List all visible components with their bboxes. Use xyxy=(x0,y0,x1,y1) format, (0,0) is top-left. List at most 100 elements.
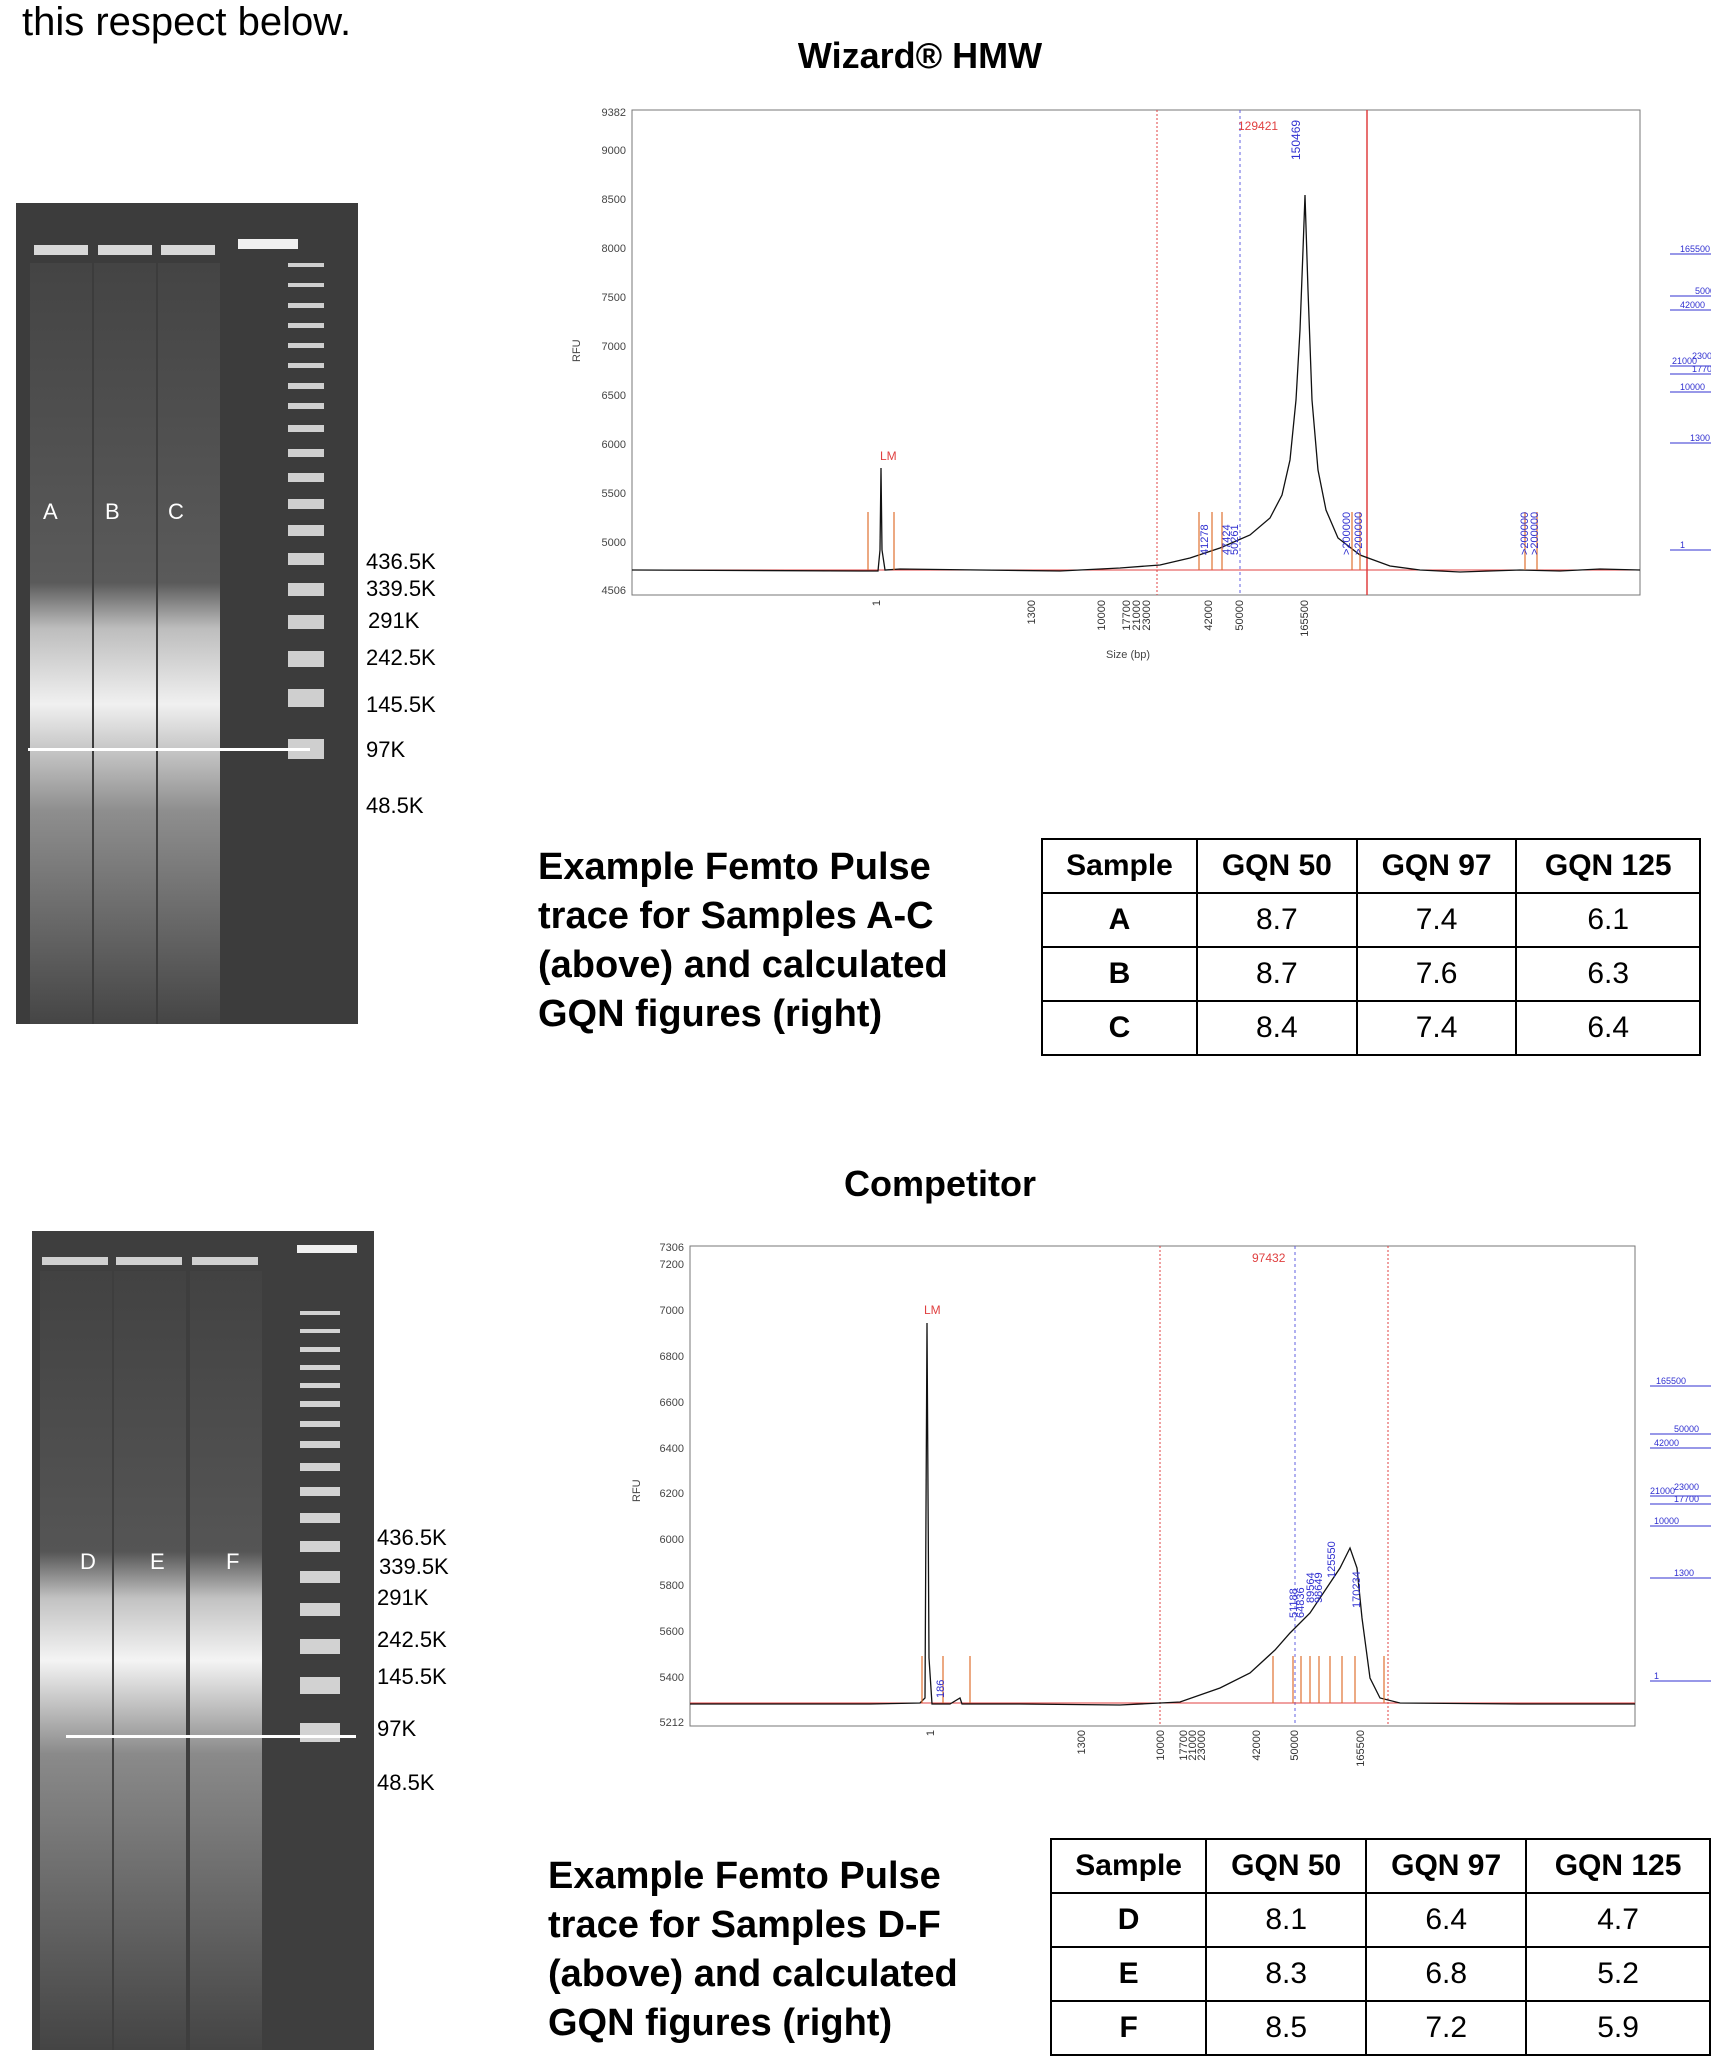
x-tick-label: 17700 xyxy=(1121,600,1133,631)
peak-label: >200000 xyxy=(1353,512,1365,555)
table-cell: 8.3 xyxy=(1205,1946,1368,2002)
x-tick-label: 165500 xyxy=(1299,600,1311,637)
smear-size-label: 129421 xyxy=(1238,119,1278,133)
y-tick-label: 5800 xyxy=(660,1580,684,1592)
ladder-band-label: 17700 xyxy=(1674,1494,1699,1504)
panel-title-competitor: Competitor xyxy=(844,1163,1036,1204)
x-tick-label: 1 xyxy=(871,600,883,606)
intro-text: this respect below. xyxy=(22,0,352,44)
y-tick-label: 9382 xyxy=(602,107,626,119)
caption-line: GQN figures (right) xyxy=(538,993,883,1035)
ladder-band-label: 10000 xyxy=(1654,1516,1679,1526)
peak-label: 41278 xyxy=(1199,524,1211,555)
table-cell: 6.8 xyxy=(1365,1946,1528,2002)
col-header: GQN 97 xyxy=(1355,838,1518,894)
y-tick-label: 6400 xyxy=(660,1443,684,1455)
gel-image-abc: A B C xyxy=(16,203,358,1024)
y-tick-label: 5212 xyxy=(660,1717,684,1729)
y-tick-label: 6500 xyxy=(602,390,626,402)
ladder-size-label: 145.5K xyxy=(366,692,436,717)
y-tick-label: 4506 xyxy=(602,585,626,597)
ladder-size-label: 48.5K xyxy=(377,1770,435,1795)
peak-label: 125550 xyxy=(1326,1541,1338,1578)
caption-line: trace for Samples A-C xyxy=(538,895,934,937)
col-header: Sample xyxy=(1041,838,1198,894)
table-header-row: Sample GQN 50 GQN 97 GQN 125 xyxy=(1049,1838,1711,1894)
x-tick-label: 42000 xyxy=(1251,1730,1263,1761)
ladder-size-label: 242.5K xyxy=(377,1627,447,1652)
femto-pulse-trace-wizard: RFU 9382 9000 8500 8000 7500 7000 6500 6… xyxy=(560,100,1711,680)
y-tick-label: 7000 xyxy=(660,1305,684,1317)
table-cell: C xyxy=(1041,1000,1198,1056)
trace-chart: RFU 7306 7200 7000 6800 6600 6400 6200 6… xyxy=(631,1242,1711,1767)
ladder-size-label: 291K xyxy=(377,1585,429,1610)
caption-line: Example Femto Pulse xyxy=(548,1855,941,1897)
table-cell: A xyxy=(1041,892,1198,948)
table-cell: 6.4 xyxy=(1365,1892,1528,1948)
ladder-band-label: 1300 xyxy=(1674,1568,1694,1578)
caption-wizard: Example Femto Pulse trace for Samples A-… xyxy=(538,843,1008,1039)
x-tick-label: 17700 xyxy=(1178,1730,1190,1761)
y-tick-label: 6000 xyxy=(602,439,626,451)
table-row: D 8.1 6.4 4.7 xyxy=(1049,1892,1711,1948)
lane-label-d: D xyxy=(80,1549,96,1574)
ladder-band-label: 23000 xyxy=(1692,351,1711,361)
ladder-band-label: 10000 xyxy=(1680,382,1705,392)
peak-label: >200000 xyxy=(1341,512,1353,555)
ladder-band-label: 23000 xyxy=(1674,1482,1699,1492)
y-axis-label: RFU xyxy=(631,1479,643,1502)
y-tick-label: 5000 xyxy=(602,537,626,549)
gqn-table-def: Sample GQN 50 GQN 97 GQN 125 D 8.1 6.4 4… xyxy=(1049,1838,1711,2056)
gel-graphic xyxy=(32,1231,374,2050)
x-tick-label: 1300 xyxy=(1076,1730,1088,1754)
peak-label: 186 xyxy=(935,1680,947,1698)
col-header: GQN 50 xyxy=(1205,1838,1368,1894)
femto-pulse-trace-competitor: RFU 7306 7200 7000 6800 6600 6400 6200 6… xyxy=(620,1238,1711,1798)
lower-marker-label: LM xyxy=(924,1303,941,1317)
table-cell: F xyxy=(1049,2000,1208,2056)
table-row: F 8.5 7.2 5.9 xyxy=(1049,2000,1711,2056)
x-tick-label: 50000 xyxy=(1234,600,1246,631)
lane-label-c: C xyxy=(168,499,184,524)
y-tick-label: 5500 xyxy=(602,488,626,500)
y-tick-label: 5600 xyxy=(660,1626,684,1638)
table-cell: B xyxy=(1041,946,1198,1002)
smear-size-label: 97432 xyxy=(1252,1251,1286,1265)
table-cell: 8.7 xyxy=(1195,946,1358,1002)
y-tick-label: 9000 xyxy=(602,145,626,157)
table-row: C 8.4 7.4 6.4 xyxy=(1041,1000,1701,1056)
x-tick-label: 1300 xyxy=(1026,600,1038,624)
table-row: B 8.7 7.6 6.3 xyxy=(1041,946,1701,1002)
trace-line xyxy=(631,194,1641,573)
lane-label-e: E xyxy=(150,1549,165,1574)
x-tick-label: 42000 xyxy=(1203,600,1215,631)
gel-image-def: D E F xyxy=(32,1231,374,2050)
ladder-band-label: 42000 xyxy=(1680,300,1705,310)
table-cell: 8.1 xyxy=(1205,1892,1368,1948)
ladder-band-label: 1 xyxy=(1654,1671,1659,1681)
trace-line xyxy=(690,1322,1635,1706)
caption-line: Example Femto Pulse xyxy=(538,846,931,888)
ladder-size-label: 436.5K xyxy=(377,1525,447,1550)
table-cell: 4.7 xyxy=(1525,1892,1711,1948)
x-tick-label: 23000 xyxy=(1196,1730,1208,1761)
table-cell: 5.2 xyxy=(1525,1946,1711,2002)
ladder-band-label: 1 xyxy=(1680,540,1685,550)
ladder-band-label: 21000 xyxy=(1672,356,1697,366)
ladder-band-label: 21000 xyxy=(1650,1486,1675,1496)
table-row: E 8.3 6.8 5.2 xyxy=(1049,1946,1711,2002)
y-tick-label: 7306 xyxy=(660,1242,684,1254)
y-tick-label: 6200 xyxy=(660,1488,684,1500)
table-row: A 8.7 7.4 6.1 xyxy=(1041,892,1701,948)
col-header: GQN 125 xyxy=(1515,838,1701,894)
peak-label: 50261 xyxy=(1229,524,1241,555)
y-tick-label: 8500 xyxy=(602,194,626,206)
table-cell: E xyxy=(1049,1946,1208,2002)
lane-label-b: B xyxy=(105,499,120,524)
peak-label: 64836 xyxy=(1295,1587,1307,1618)
ladder-size-label: 339.5K xyxy=(379,1554,449,1579)
table-cell: 7.4 xyxy=(1355,892,1518,948)
y-tick-label: 7000 xyxy=(602,341,626,353)
table-cell: 8.5 xyxy=(1205,2000,1368,2056)
peak-label: >200000 xyxy=(1529,512,1541,555)
